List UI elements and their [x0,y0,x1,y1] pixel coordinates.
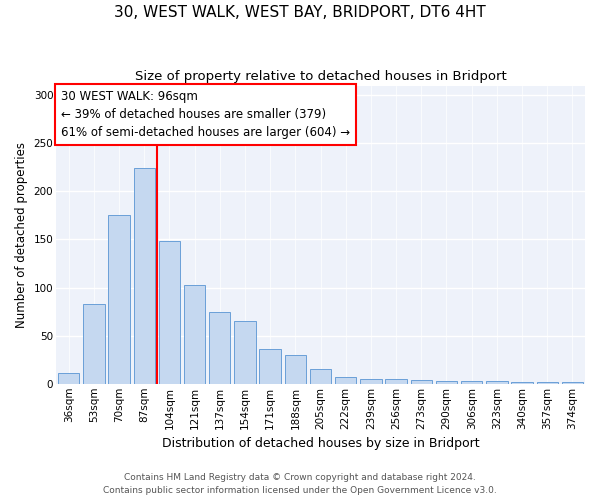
Bar [486,381,508,384]
X-axis label: Distribution of detached houses by size in Bridport: Distribution of detached houses by size … [162,437,479,450]
Bar [436,381,457,384]
Bar [536,382,558,384]
Bar [310,370,331,384]
Bar [461,381,482,384]
Bar [83,304,104,384]
Bar [335,377,356,384]
Bar [58,373,79,384]
Title: Size of property relative to detached houses in Bridport: Size of property relative to detached ho… [134,70,506,83]
Bar [410,380,432,384]
Bar [184,284,205,384]
Text: 30, WEST WALK, WEST BAY, BRIDPORT, DT6 4HT: 30, WEST WALK, WEST BAY, BRIDPORT, DT6 4… [114,5,486,20]
Text: Contains HM Land Registry data © Crown copyright and database right 2024.
Contai: Contains HM Land Registry data © Crown c… [103,474,497,495]
Bar [360,379,382,384]
Bar [109,216,130,384]
Bar [134,168,155,384]
Bar [284,355,306,384]
Bar [259,349,281,384]
Bar [562,382,583,384]
Bar [159,242,180,384]
Text: 30 WEST WALK: 96sqm
← 39% of detached houses are smaller (379)
61% of semi-detac: 30 WEST WALK: 96sqm ← 39% of detached ho… [61,90,350,139]
Bar [234,321,256,384]
Bar [385,379,407,384]
Y-axis label: Number of detached properties: Number of detached properties [15,142,28,328]
Bar [511,382,533,384]
Bar [209,312,230,384]
